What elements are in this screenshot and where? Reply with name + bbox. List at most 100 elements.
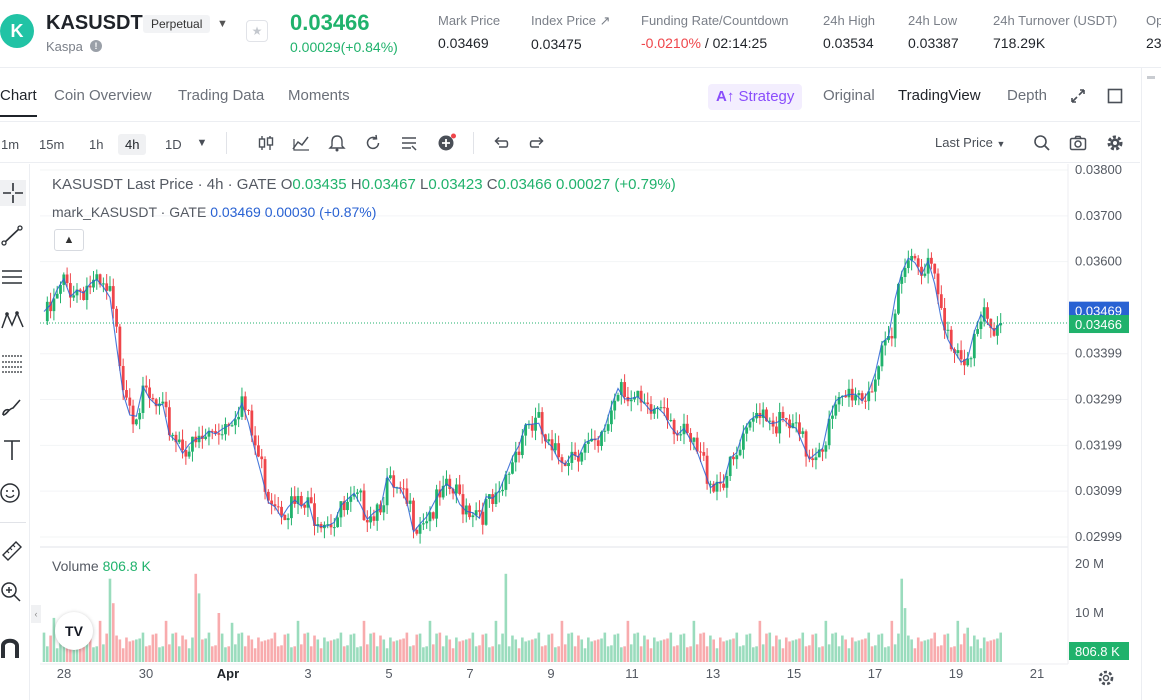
volume-bar [474, 646, 478, 662]
volume-bar [903, 608, 907, 662]
candle-body [356, 492, 359, 494]
alert-icon[interactable] [327, 133, 347, 153]
volume-bar [45, 646, 49, 662]
text-tool-icon[interactable] [0, 437, 26, 463]
volume-bar [778, 639, 781, 662]
price-chart[interactable]: 0.03800 0.03700 0.03600 0.03399 0.03299 0.031… [0, 164, 1140, 700]
candle-body [669, 419, 673, 421]
candle-body [586, 441, 590, 444]
candle-body [286, 518, 290, 521]
candle-body [646, 402, 650, 405]
volume-bar [709, 635, 712, 662]
indicators-icon[interactable] [291, 133, 311, 153]
candle-body [359, 490, 363, 493]
view-tradingview[interactable]: TradingView [898, 87, 981, 104]
volume-tick-label: 20 M [1075, 556, 1104, 571]
ai-icon: A↑ [716, 88, 735, 105]
symbol-name[interactable]: KASUSDT [46, 12, 143, 34]
volume-bar [761, 644, 765, 662]
search-icon[interactable] [1032, 133, 1052, 153]
volume-bar [742, 645, 745, 662]
scrollbar-thumb[interactable] [1147, 76, 1155, 79]
volume-bar [999, 632, 1003, 662]
favorite-star-icon[interactable]: ★ [246, 20, 268, 42]
volume-bar [488, 647, 491, 662]
symbol-dropdown-chevron-icon[interactable]: ▼ [217, 18, 228, 30]
crosshair-icon[interactable] [0, 180, 26, 206]
view-original[interactable]: Original [823, 87, 875, 104]
volume-bar [827, 644, 831, 662]
axis-settings-gear-icon[interactable] [1096, 668, 1116, 688]
candle-body [402, 488, 405, 490]
candle-body [171, 434, 175, 436]
stat-label: Op [1146, 13, 1161, 28]
page-scrollbar[interactable] [1141, 68, 1161, 700]
camera-icon[interactable] [1068, 133, 1088, 153]
last-price-tag-text: 0.03466 [1075, 317, 1122, 332]
tradingview-logo-icon[interactable]: TV [55, 612, 93, 650]
candle-body [263, 459, 267, 492]
volume-bar [784, 637, 788, 662]
pattern-tool-icon[interactable] [0, 308, 26, 334]
price-type-select[interactable]: Last Price ▼ [935, 135, 1005, 150]
candle-body [421, 523, 425, 525]
volume-bar [956, 620, 960, 662]
candle-body [893, 313, 897, 339]
stat-index-price[interactable]: Index Price ↗ 0.03475 [531, 13, 611, 52]
timeframe-4h[interactable]: 4h [118, 134, 147, 155]
volume-bar [890, 620, 894, 662]
scroll-left-icon[interactable]: ‹ [31, 605, 41, 623]
volume-bar [854, 641, 857, 662]
trend-line-icon[interactable] [0, 222, 26, 248]
templates-icon[interactable] [399, 133, 419, 153]
timeframe-15m[interactable]: 15m [39, 137, 65, 152]
candle-body [349, 496, 353, 502]
candle-type-icon[interactable] [256, 133, 276, 153]
candle-body [369, 516, 372, 523]
tab-coin-overview[interactable]: Coin Overview [54, 87, 152, 104]
fullscreen-icon[interactable] [1070, 88, 1086, 104]
volume-bar [501, 633, 504, 662]
tab-chart[interactable]: Chart [0, 87, 37, 117]
settings-gear-icon[interactable] [1105, 133, 1125, 153]
time-axis[interactable]: 28 30 Apr 3 5 7 9 11 13 15 17 19 21 [57, 666, 1044, 681]
price-axis[interactable]: 0.03800 0.03700 0.03600 0.03399 0.03299 0.031… [1075, 164, 1122, 620]
zoom-in-icon[interactable] [0, 580, 26, 606]
info-icon[interactable]: ! [90, 40, 102, 52]
replay-icon[interactable] [363, 133, 383, 153]
timeframe-1h[interactable]: 1h [89, 137, 104, 152]
undo-icon[interactable] [491, 133, 511, 153]
candle-body [913, 255, 917, 259]
view-depth[interactable]: Depth [1007, 87, 1048, 104]
timeframe-1m[interactable]: 1m [1, 137, 20, 152]
strategy-button[interactable]: A↑ Strategy [708, 84, 803, 110]
volume-bar [976, 639, 979, 662]
volume-bar [969, 646, 973, 662]
candle-body [906, 260, 910, 269]
volume-bar [88, 633, 92, 662]
ruler-icon[interactable] [0, 537, 26, 563]
emoji-icon[interactable] [0, 480, 26, 506]
tab-trading-data[interactable]: Trading Data [178, 87, 265, 104]
fib-retracement-icon[interactable] [0, 351, 26, 377]
timeframe-dropdown-icon[interactable]: ▼ [196, 137, 208, 149]
horizontal-lines-icon[interactable] [0, 265, 26, 291]
candle-body [224, 424, 227, 435]
mark-price-tag-text: 0.03469 [1075, 304, 1122, 319]
volume-bar [870, 646, 874, 662]
add-plus-icon[interactable] [436, 133, 456, 153]
volume-bar [398, 639, 402, 662]
timeframe-1d[interactable]: 1D [165, 137, 182, 152]
brush-icon[interactable] [0, 394, 26, 420]
legend-low: 0.03423 [428, 176, 483, 193]
tab-moments[interactable]: Moments [288, 87, 350, 104]
legend-collapse-button[interactable]: ▲ [54, 229, 84, 251]
stat-value: 0.03475 [531, 36, 582, 52]
window-icon[interactable] [1107, 88, 1123, 104]
volume-bar [356, 647, 359, 662]
candle-body [471, 515, 475, 518]
redo-icon[interactable] [527, 133, 547, 153]
volume-bar [841, 635, 844, 662]
candle-body [732, 456, 735, 460]
magnet-icon[interactable] [0, 636, 26, 662]
